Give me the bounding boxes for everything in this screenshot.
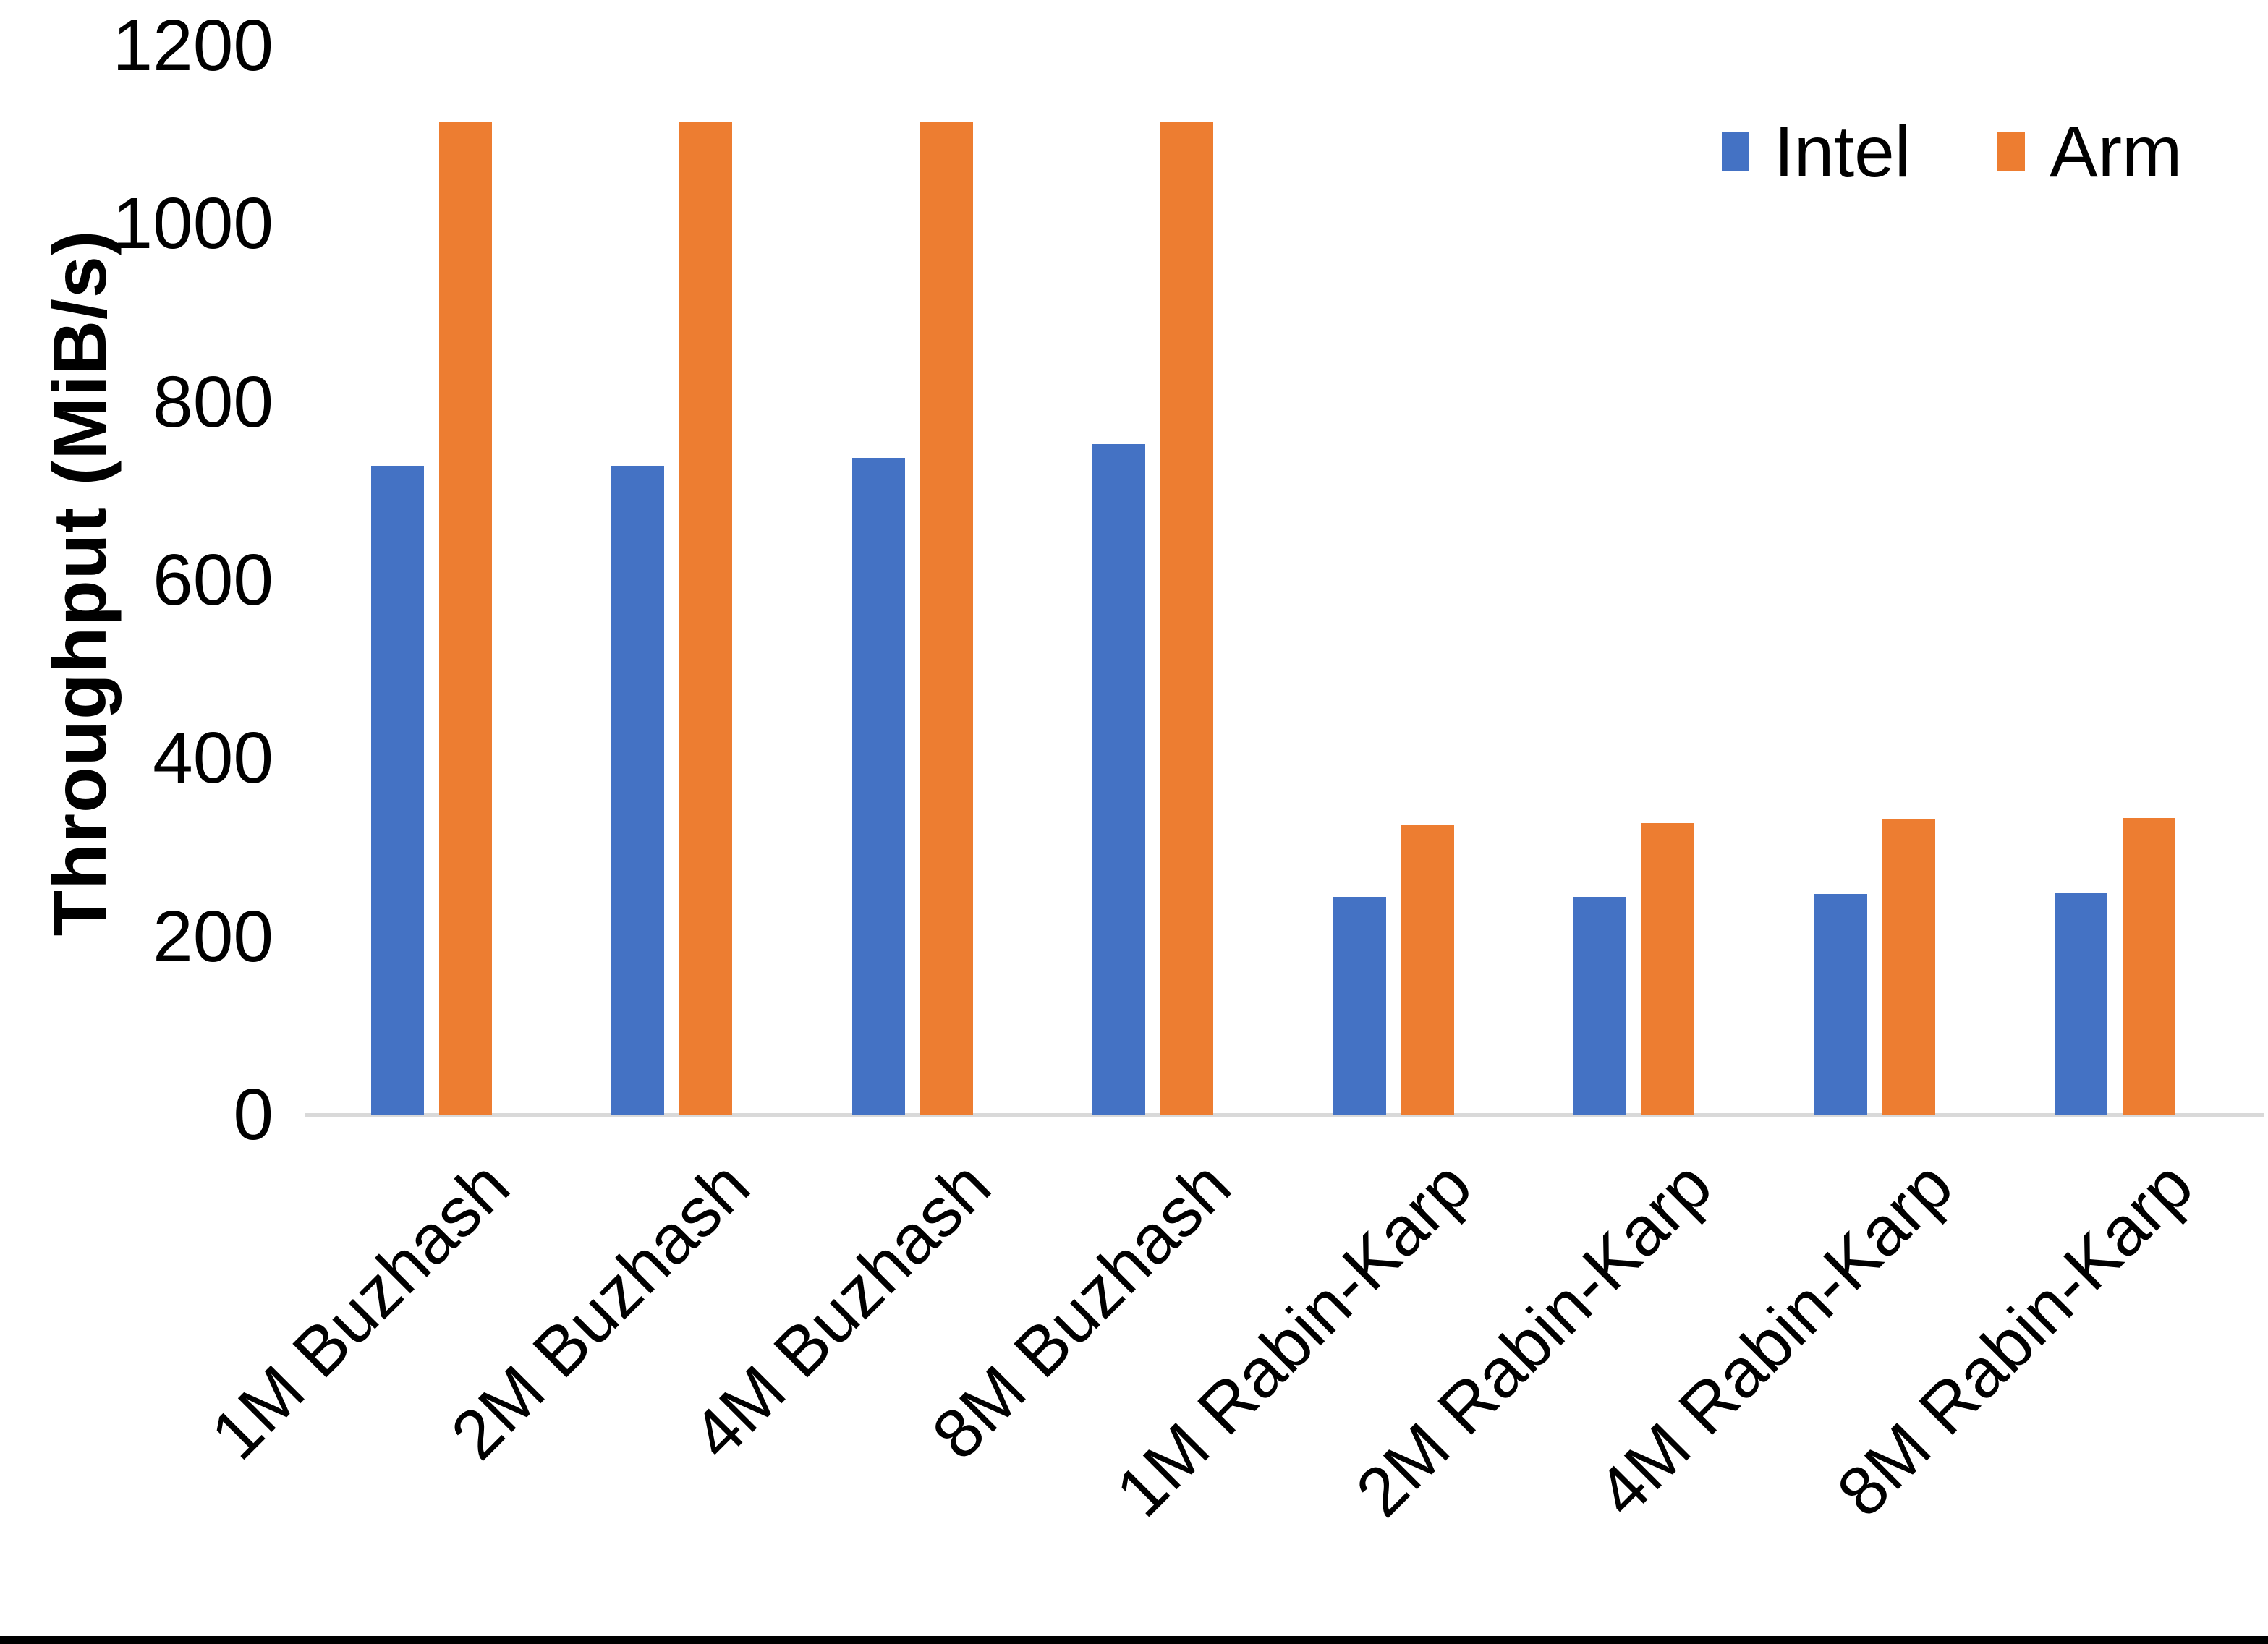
arm-bar-2m-buzhash	[679, 122, 733, 1115]
intel-bar-1m-buzhash	[370, 466, 424, 1115]
intel-bar-2m-rabin-karp	[1573, 897, 1627, 1115]
legend-item-intel: Intel	[1722, 116, 1911, 188]
intel-series-swatch	[1722, 132, 1749, 171]
plot-area	[305, 46, 2264, 1117]
arm-bar-2m-rabin-karp	[1641, 823, 1695, 1115]
arm-series-label: Arm	[2050, 111, 2183, 192]
arm-series-swatch	[1997, 132, 2026, 171]
y-tick-400: 400	[153, 717, 273, 799]
intel-bar-2m-buzhash	[611, 466, 665, 1115]
intel-bar-8m-rabin-karp	[2055, 893, 2108, 1115]
arm-bar-4m-rabin-karp	[1882, 819, 1935, 1115]
y-tick-800: 800	[153, 361, 273, 443]
arm-bar-8m-rabin-karp	[2123, 818, 2176, 1115]
bottom-border-line	[0, 1636, 2268, 1644]
y-tick-0: 0	[233, 1074, 273, 1155]
arm-bar-4m-buzhash	[919, 122, 973, 1115]
y-tick-1200: 1200	[112, 5, 273, 86]
arm-bar-8m-buzhash	[1160, 122, 1214, 1115]
x-axis-line	[305, 1113, 2264, 1117]
intel-bar-4m-buzhash	[851, 458, 905, 1115]
y-tick-1000: 1000	[112, 183, 273, 265]
intel-bar-8m-buzhash	[1092, 444, 1146, 1115]
legend-item-arm: Arm	[1997, 116, 2182, 188]
legend: Intel Arm	[1722, 116, 2182, 188]
intel-series-label: Intel	[1774, 111, 1911, 192]
y-tick-600: 600	[153, 540, 273, 621]
intel-bar-1m-rabin-karp	[1333, 897, 1386, 1115]
arm-bar-1m-buzhash	[438, 122, 492, 1115]
y-tick-200: 200	[153, 895, 273, 977]
arm-bar-1m-rabin-karp	[1401, 825, 1454, 1115]
intel-bar-4m-rabin-karp	[1814, 894, 1867, 1115]
